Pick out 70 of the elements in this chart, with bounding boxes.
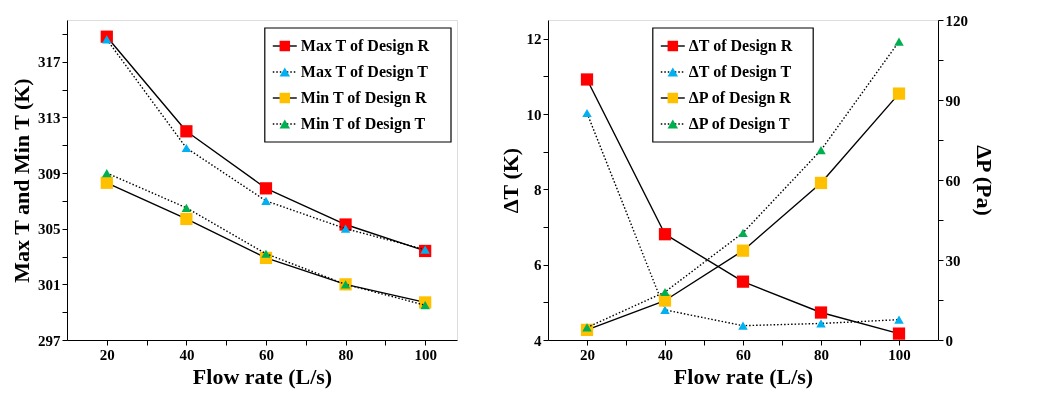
point — [738, 228, 748, 237]
point — [180, 212, 193, 226]
point — [816, 146, 826, 155]
x-tick-label: 40 — [179, 346, 195, 363]
point — [180, 125, 193, 138]
y-tick-label: 309 — [38, 165, 61, 182]
y2-tick-label: 0 — [945, 332, 953, 349]
y-tick-label: 4 — [534, 332, 542, 349]
y-axis-title: Max T and Min T (K) — [9, 78, 34, 283]
point — [814, 306, 828, 319]
y-tick-label: 305 — [38, 221, 61, 238]
x-tick-label: 80 — [814, 346, 829, 363]
point — [816, 319, 826, 328]
x-axis-title: Flow rate (L/s) — [192, 363, 333, 389]
point — [892, 87, 906, 100]
point — [340, 224, 351, 233]
point — [658, 228, 672, 241]
point — [582, 108, 592, 118]
y-axis-title: ΔT (K) — [497, 147, 523, 214]
legend-label: Min T of Design T — [300, 115, 426, 133]
y2-tick-label: 30 — [945, 252, 961, 269]
point — [102, 168, 112, 178]
point — [738, 321, 748, 330]
point — [894, 315, 904, 324]
point — [181, 143, 192, 153]
legend-label: ΔT of Design T — [688, 63, 792, 81]
x-tick-label: 100 — [414, 346, 437, 363]
point — [420, 245, 430, 254]
point — [736, 244, 750, 257]
legend-label: Min T of Design R — [300, 89, 427, 107]
x-tick-label: 60 — [258, 346, 274, 363]
x-tick-label: 20 — [580, 346, 595, 363]
x-tick-label: 40 — [658, 346, 673, 363]
y2-axis-title: ΔP (Pa) — [972, 145, 997, 216]
y-tick-label: 313 — [38, 109, 61, 126]
x-axis-title: Flow rate (L/s) — [673, 363, 814, 389]
x-tick-label: 60 — [736, 346, 751, 363]
y-tick-label: 12 — [526, 31, 542, 48]
legend-label: ΔP of Design R — [688, 89, 792, 107]
point — [261, 249, 271, 258]
point — [892, 327, 906, 340]
legend-label: Max T of Design R — [300, 37, 430, 55]
point — [261, 196, 271, 205]
legend-label: ΔT of Design R — [688, 37, 793, 55]
legend-label: ΔP of Design T — [688, 115, 790, 133]
y2-tick-label: 60 — [945, 172, 961, 189]
x-tick-label: 80 — [338, 346, 354, 363]
y-tick-label: 317 — [38, 54, 61, 71]
point — [660, 305, 670, 314]
y-tick-label: 8 — [534, 181, 542, 198]
x-tick-label: 20 — [99, 346, 115, 363]
y-tick-label: 10 — [526, 106, 542, 123]
y-tick-label: 297 — [38, 332, 61, 349]
point — [814, 176, 828, 190]
y-tick-label: 6 — [534, 257, 542, 274]
y2-tick-label: 90 — [945, 92, 961, 109]
x-tick-label: 100 — [888, 346, 911, 363]
point — [894, 37, 904, 46]
point — [736, 275, 750, 288]
y2-tick-label: 120 — [945, 12, 968, 29]
point — [660, 287, 670, 297]
point — [580, 73, 594, 86]
point — [102, 35, 112, 44]
point — [420, 301, 430, 310]
point — [181, 203, 192, 212]
legend-label: Max T of Design T — [300, 63, 429, 81]
point — [100, 176, 113, 189]
point — [582, 323, 592, 332]
y-tick-label: 301 — [38, 276, 61, 293]
point — [259, 182, 273, 195]
